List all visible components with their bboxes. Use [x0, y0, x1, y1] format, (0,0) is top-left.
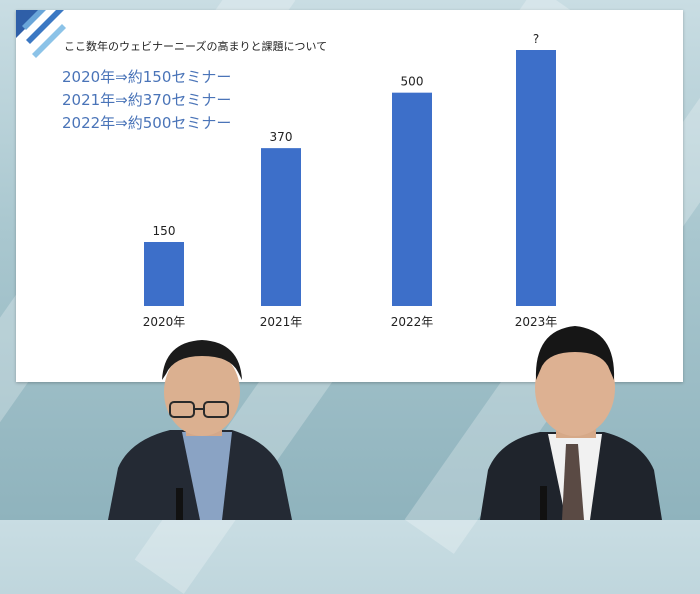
presenters-video: [108, 326, 662, 520]
stat-line-2021: 2021年⇒約370セミナー: [62, 91, 232, 109]
data-label-0: 150: [153, 224, 176, 238]
bar-3: [516, 50, 556, 306]
bar-2: [392, 92, 432, 307]
category-label-1: 2021年: [260, 315, 303, 329]
data-label-2: 500: [401, 75, 424, 89]
category-label-2: 2022年: [391, 315, 434, 329]
bar-chart: 150 2020年 370 2021年 500 2022年? 2023年: [143, 32, 558, 329]
data-label-1: 370: [270, 130, 293, 144]
presentation-slide: ここ数年のウェビナーニーズの高まりと課題について 2020年⇒約150セミナー …: [16, 10, 683, 382]
stat-line-2020: 2020年⇒約150セミナー: [62, 68, 232, 86]
bar-1: [261, 148, 301, 306]
presenter-left: [108, 340, 292, 520]
data-label-3: ?: [533, 32, 539, 46]
category-label-3: 2023年: [515, 315, 558, 329]
presenter-right: [480, 326, 662, 520]
corner-logo-icon: [16, 10, 66, 58]
bar-0: [144, 242, 184, 306]
category-label-0: 2020年: [143, 315, 186, 329]
slide-title: ここ数年のウェビナーニーズの高まりと課題について: [64, 40, 328, 53]
stat-line-2022: 2022年⇒約500セミナー: [62, 114, 232, 132]
stat-list: 2020年⇒約150セミナー 2021年⇒約370セミナー 2022年⇒約500…: [62, 66, 231, 135]
